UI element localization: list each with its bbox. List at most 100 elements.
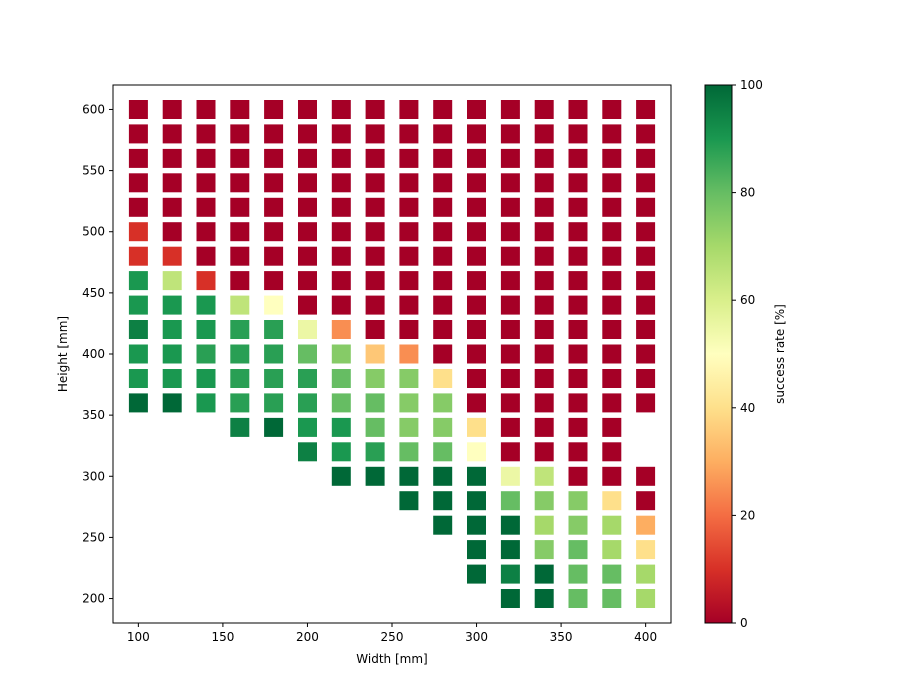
heatmap-cell	[568, 246, 588, 266]
heatmap-cell	[399, 417, 419, 437]
heatmap-cell	[602, 246, 622, 266]
heatmap-cell	[534, 271, 554, 291]
colorbar-ticks: 0 20 40 60 80 100	[732, 78, 763, 630]
heatmap-cell	[534, 540, 554, 560]
heatmap-cell	[636, 589, 656, 608]
heatmap-cell	[534, 148, 554, 168]
heatmap-cell	[500, 564, 520, 584]
x-tick-label: 300	[465, 630, 488, 644]
heatmap-cell	[636, 393, 656, 413]
heatmap-cell	[433, 491, 453, 511]
heatmap-cell	[602, 589, 622, 608]
heatmap-cell	[602, 540, 622, 560]
heatmap-cell	[230, 417, 250, 437]
heatmap-cell	[230, 369, 250, 388]
heatmap-cell	[500, 148, 520, 168]
x-tick-label: 400	[634, 630, 657, 644]
heatmap-cell	[365, 246, 385, 266]
heatmap-cell	[467, 417, 486, 437]
heatmap-cell	[399, 100, 419, 119]
heatmap-cell	[500, 466, 520, 486]
heatmap-cell	[230, 393, 250, 413]
heatmap-cell	[433, 124, 453, 144]
heatmap-cell	[128, 100, 148, 119]
heatmap-cell	[500, 442, 520, 462]
heatmap-cell	[331, 417, 351, 437]
heatmap-cell	[568, 466, 588, 486]
heatmap-cell	[331, 173, 351, 193]
heatmap-cell	[602, 564, 622, 584]
heatmap-cell	[331, 148, 351, 168]
colorbar-tick-label: 40	[740, 401, 755, 415]
heatmap-cell	[365, 417, 385, 437]
heatmap-cell	[500, 320, 520, 339]
heatmap-cell	[500, 369, 520, 388]
heatmap-cell	[331, 271, 351, 291]
heatmap-cell	[331, 295, 351, 315]
heatmap-cell	[467, 540, 486, 560]
heatmap-cell	[230, 197, 250, 217]
heatmap-cell	[433, 197, 453, 217]
heatmap-cell	[534, 173, 554, 193]
heatmap-cell	[399, 124, 419, 144]
heatmap-cell	[230, 246, 250, 266]
heatmap-cell	[128, 393, 148, 413]
heatmap-cell	[264, 100, 284, 119]
heatmap-cell	[128, 222, 148, 242]
heatmap-cell	[298, 148, 317, 168]
heatmap-cell	[467, 222, 486, 242]
heatmap-cell	[331, 124, 351, 144]
heatmap-cell	[636, 491, 656, 511]
heatmap-cell	[230, 344, 250, 364]
heatmap-cell	[602, 124, 622, 144]
heatmap-cell	[467, 246, 486, 266]
heatmap-cell	[331, 466, 351, 486]
heatmap-cell	[636, 271, 656, 291]
heatmap-cell	[298, 320, 317, 339]
heatmap-cell	[399, 320, 419, 339]
heatmap-cell	[298, 173, 317, 193]
heatmap-cell	[196, 246, 216, 266]
heatmap-cell	[467, 320, 486, 339]
heatmap-cell	[162, 344, 182, 364]
heatmap-cell	[636, 369, 656, 388]
heatmap-cell	[500, 100, 520, 119]
heatmap-cell	[196, 295, 216, 315]
heatmap-cell	[399, 222, 419, 242]
colorbar-tick-label: 0	[740, 616, 748, 630]
heatmap-cell	[467, 466, 486, 486]
heatmap-cell	[534, 515, 554, 535]
heatmap-cell	[636, 124, 656, 144]
heatmap-cell	[298, 344, 317, 364]
heatmap-cell	[264, 173, 284, 193]
heatmap-cell	[196, 271, 216, 291]
heatmap-cell	[264, 320, 284, 339]
heatmap-cell	[264, 222, 284, 242]
heatmap-cell	[467, 442, 486, 462]
heatmap-cell	[196, 100, 216, 119]
heatmap-cell	[500, 589, 520, 608]
heatmap-cell	[568, 393, 588, 413]
heatmap-cell	[602, 173, 622, 193]
heatmap-cell	[500, 417, 520, 437]
x-axis-ticks: 100 150 200 250 300 350 400	[127, 623, 657, 644]
heatmap-cell	[399, 344, 419, 364]
y-tick-label: 300	[82, 469, 105, 483]
heatmap-cell	[568, 100, 588, 119]
y-tick-label: 550	[82, 164, 105, 178]
heatmap-cell	[331, 393, 351, 413]
heatmap-cell	[534, 491, 554, 511]
heatmap-cell	[568, 271, 588, 291]
heatmap-cell	[128, 295, 148, 315]
heatmap-cell	[636, 222, 656, 242]
heatmap-cell	[365, 295, 385, 315]
heatmap-cell	[568, 222, 588, 242]
heatmap-cell	[264, 124, 284, 144]
heatmap-cell	[602, 197, 622, 217]
heatmap-cell	[399, 173, 419, 193]
heatmap-cell	[196, 222, 216, 242]
heatmap-cell	[264, 417, 284, 437]
heatmap-cell	[500, 491, 520, 511]
heatmap-cell	[298, 271, 317, 291]
